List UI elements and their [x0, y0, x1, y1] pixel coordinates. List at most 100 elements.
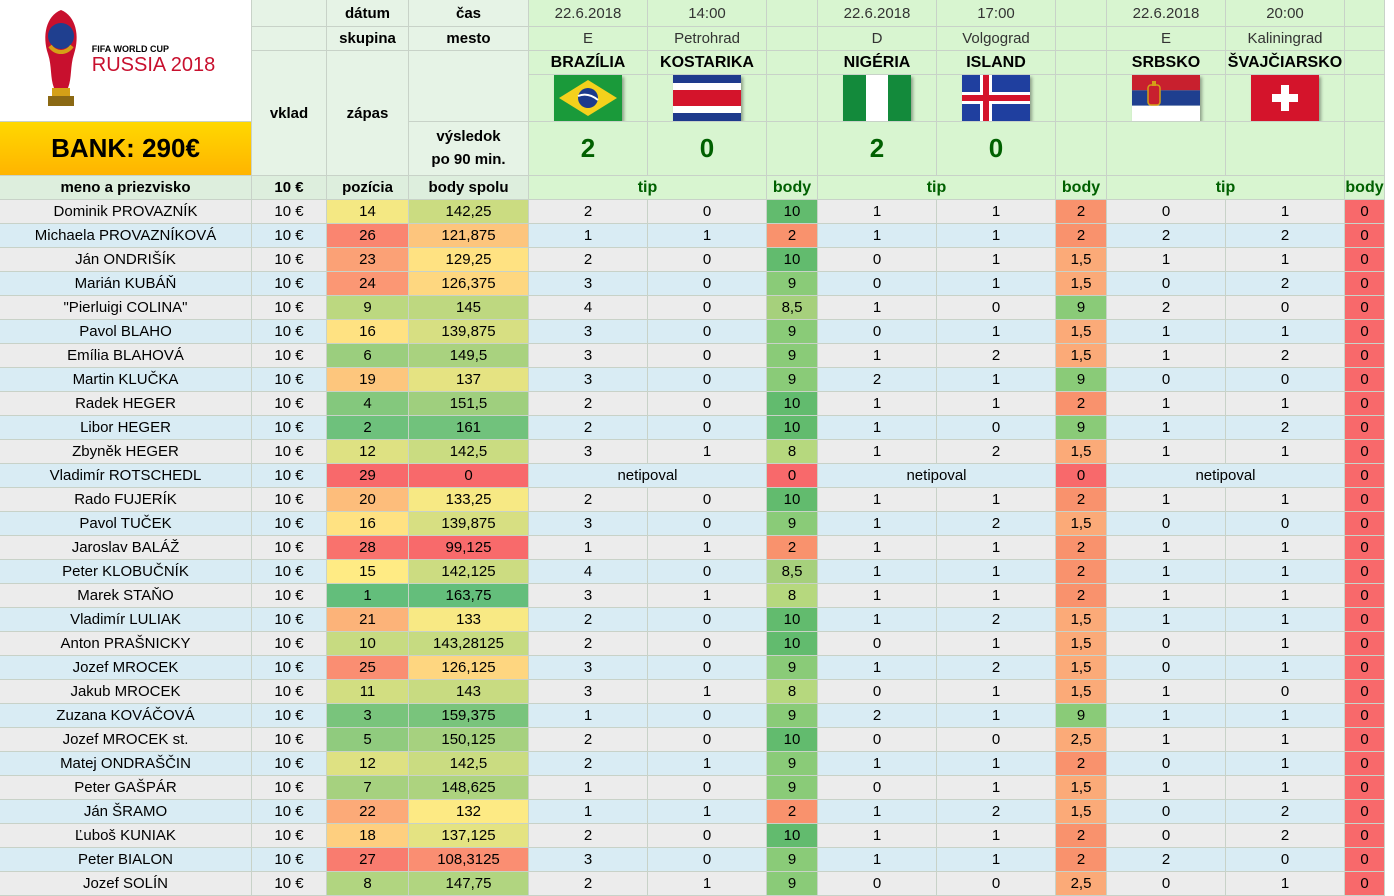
tip-away: 0	[648, 848, 767, 872]
match-points: 1,5	[1056, 776, 1107, 800]
tip-away: 2	[1226, 344, 1345, 368]
blank-header	[1345, 27, 1385, 51]
tip-away: 1	[648, 872, 767, 896]
tip-home: 1	[1107, 488, 1226, 512]
player-vklad: 10 €	[252, 272, 327, 296]
vklad-amount-header: 10 €	[252, 176, 327, 200]
player-total: 126,125	[409, 656, 529, 680]
tip-away: 1	[648, 752, 767, 776]
tip-away: 2	[937, 344, 1056, 368]
tip-away: 0	[648, 704, 767, 728]
tip-home: 2	[1107, 848, 1226, 872]
tip-away: 1	[1226, 560, 1345, 584]
tip-away: 1	[1226, 440, 1345, 464]
player-vklad: 10 €	[252, 680, 327, 704]
player-total: 126,375	[409, 272, 529, 296]
player-total: 142,125	[409, 560, 529, 584]
player-vklad: 10 €	[252, 488, 327, 512]
match-points: 0	[1345, 728, 1385, 752]
tip-home: 1	[529, 536, 648, 560]
tip-away: 0	[937, 872, 1056, 896]
player-total: 137	[409, 368, 529, 392]
tip-away: 0	[648, 368, 767, 392]
match-group: D	[818, 27, 937, 51]
match-points: 1,5	[1056, 320, 1107, 344]
player-vklad: 10 €	[252, 752, 327, 776]
player-position: 23	[327, 248, 409, 272]
match-points: 9	[1056, 704, 1107, 728]
match-points: 0	[1345, 800, 1385, 824]
tip-away: 1	[937, 248, 1056, 272]
blank-header	[409, 51, 529, 122]
match-points: 10	[767, 416, 818, 440]
tip-away: 1	[937, 320, 1056, 344]
tip-home: 0	[818, 248, 937, 272]
player-vklad: 10 €	[252, 848, 327, 872]
blank-header	[1056, 51, 1107, 75]
tip-away: 0	[1226, 512, 1345, 536]
player-total: 121,875	[409, 224, 529, 248]
tip-away: 1	[937, 224, 1056, 248]
player-name: Jakub MROCEK	[0, 680, 252, 704]
tip-home: 1	[818, 392, 937, 416]
away-score	[1226, 122, 1345, 176]
match-points: 1,5	[1056, 680, 1107, 704]
player-name: Vladimír LULIAK	[0, 608, 252, 632]
match-points: 10	[767, 488, 818, 512]
tip-home: 2	[529, 752, 648, 776]
tip-away: 0	[648, 824, 767, 848]
match-points: 0	[1345, 392, 1385, 416]
match-time: 20:00	[1226, 0, 1345, 27]
match-points: 10	[767, 392, 818, 416]
tip-home: 1	[1107, 560, 1226, 584]
tip-away: 1	[937, 488, 1056, 512]
match-points: 9	[767, 512, 818, 536]
cas-header: čas	[409, 0, 529, 27]
tip-away: 1	[937, 272, 1056, 296]
player-position: 2	[327, 416, 409, 440]
match-points: 10	[767, 632, 818, 656]
tip-away: 1	[937, 632, 1056, 656]
tip-home: 1	[1107, 536, 1226, 560]
player-name: Anton PRAŠNICKY	[0, 632, 252, 656]
player-total: 163,75	[409, 584, 529, 608]
player-total: 161	[409, 416, 529, 440]
player-total: 151,5	[409, 392, 529, 416]
player-total: 133,25	[409, 488, 529, 512]
tip-away: 1	[1226, 704, 1345, 728]
home-score: 2	[529, 122, 648, 176]
tip-home: 1	[1107, 344, 1226, 368]
tip-home: 1	[1107, 680, 1226, 704]
match-points: 0	[767, 464, 818, 488]
match-group: E	[529, 27, 648, 51]
player-name: Peter BIALON	[0, 848, 252, 872]
tip-home: 1	[818, 752, 937, 776]
tip-header: tip	[818, 176, 1056, 200]
bank-total: BANK: 290€	[0, 122, 252, 176]
match-points: 0	[1345, 224, 1385, 248]
netipoval-label: netipoval	[818, 464, 1056, 488]
tip-away: 0	[648, 776, 767, 800]
tip-away: 2	[1226, 824, 1345, 848]
tip-away: 2	[937, 512, 1056, 536]
match-points: 9	[767, 704, 818, 728]
match-points: 0	[1345, 440, 1385, 464]
player-name: Michaela PROVAZNÍKOVÁ	[0, 224, 252, 248]
match-points: 0	[1345, 704, 1385, 728]
tip-home: 2	[529, 608, 648, 632]
tip-home: 2	[529, 728, 648, 752]
match-points: 0	[1345, 680, 1385, 704]
tip-home: 0	[1107, 824, 1226, 848]
player-total: 108,3125	[409, 848, 529, 872]
player-position: 4	[327, 392, 409, 416]
match-points: 2	[1056, 824, 1107, 848]
away-flag-cell	[1226, 75, 1345, 122]
tip-away: 0	[648, 728, 767, 752]
player-total: 159,375	[409, 704, 529, 728]
tip-away: 1	[1226, 656, 1345, 680]
match-points: 0	[1345, 368, 1385, 392]
player-vklad: 10 €	[252, 440, 327, 464]
home-flag-cell	[1107, 75, 1226, 122]
tip-away: 1	[1226, 752, 1345, 776]
tip-away: 1	[1226, 872, 1345, 896]
